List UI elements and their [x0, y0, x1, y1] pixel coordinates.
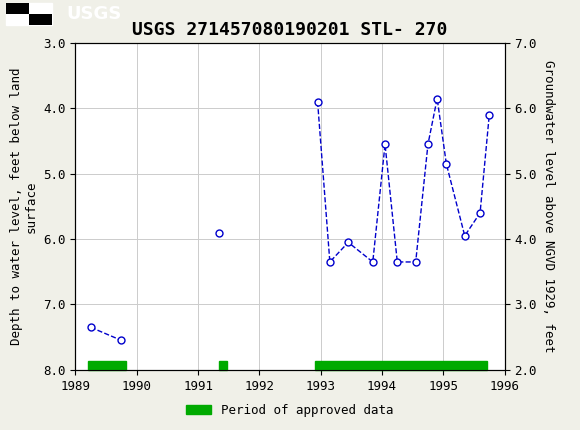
Y-axis label: Groundwater level above NGVD 1929, feet: Groundwater level above NGVD 1929, feet — [542, 60, 556, 353]
Bar — [88, 361, 126, 370]
Bar — [6, 3, 29, 14]
Bar — [29, 14, 52, 25]
FancyBboxPatch shape — [6, 3, 52, 25]
Bar — [219, 361, 227, 370]
Bar — [29, 3, 52, 14]
Legend: Period of approved data: Period of approved data — [181, 399, 399, 421]
Bar — [314, 361, 487, 370]
Bar — [6, 14, 29, 25]
Title: USGS 271457080190201 STL- 270: USGS 271457080190201 STL- 270 — [132, 21, 448, 39]
Y-axis label: Depth to water level, feet below land
surface: Depth to water level, feet below land su… — [10, 68, 38, 345]
Text: USGS: USGS — [67, 5, 122, 23]
